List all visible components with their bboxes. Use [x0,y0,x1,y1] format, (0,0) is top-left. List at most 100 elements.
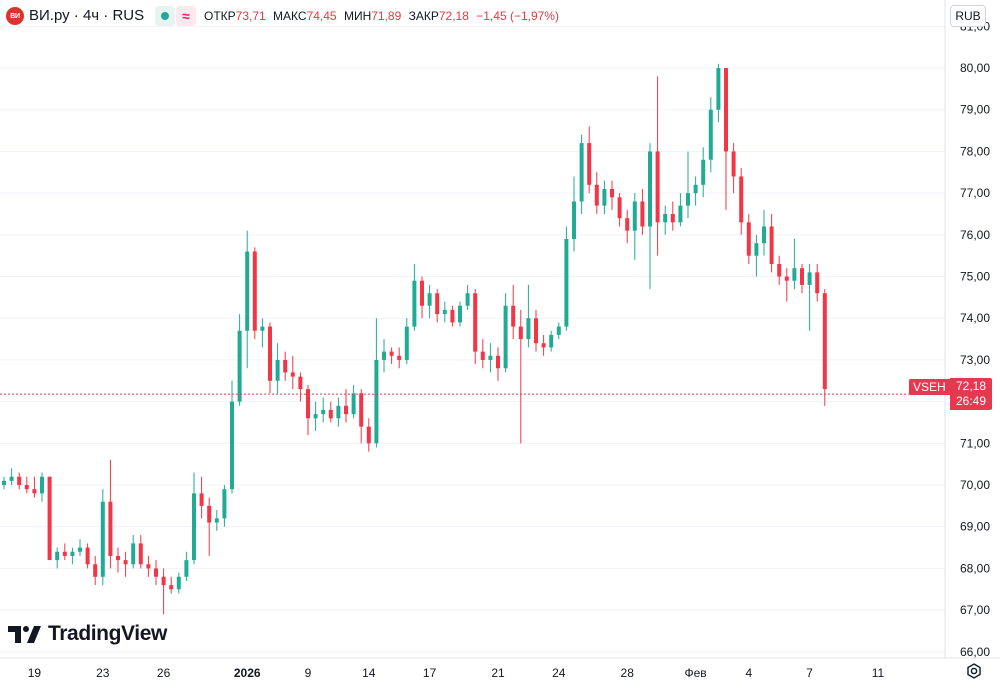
candle [260,318,265,348]
high-label: МАКС [273,9,307,23]
candle-body [222,489,227,519]
candle [290,355,295,390]
candle-body [116,555,120,561]
candle [724,68,728,210]
candle [807,264,812,331]
candle [78,539,82,556]
candle-body [283,359,288,373]
ticker-tag: VSEH [909,379,950,395]
candle [313,401,318,431]
candle-body [40,476,44,494]
candle [473,289,478,365]
chart-header: ВИ ВИ.ру · 4ч · RUS ≈ ОТКР73,71 МАКС74,4… [0,0,1000,34]
candle [359,389,364,444]
candle-body [336,405,341,419]
candle-body [207,505,212,523]
chart-settings-button[interactable] [963,660,985,682]
candle-body [518,326,523,340]
symbol-title[interactable]: ВИ.ру · 4ч · RUS [29,7,145,24]
candle-body [260,326,265,331]
candle [640,188,645,235]
candle [450,305,455,327]
candle-body [625,218,630,231]
candle-body [579,143,584,202]
candle [731,143,736,194]
candle [488,343,493,373]
candle [746,213,751,265]
candle-body [344,405,348,415]
candle-body [610,188,614,198]
candle-body [389,351,394,356]
candle-body [268,326,272,381]
candle-body [24,485,29,490]
time-tick-label: Фев [685,666,707,680]
time-tick-label: 7 [806,666,813,680]
candle [800,264,804,294]
candle [496,347,500,381]
candle [85,543,90,569]
candle-body [214,518,219,523]
candle [511,284,516,340]
time-tick-label: 17 [423,666,437,680]
candle [572,176,576,252]
candle-body [465,293,470,306]
candle [40,472,44,502]
candle-body [306,389,310,419]
candle [503,293,508,373]
candle [518,309,523,444]
candle-body [564,239,569,327]
candle [17,472,22,490]
candle [131,535,136,569]
candle-body [176,576,181,590]
indicator-toggle-button[interactable]: ≈ [176,6,196,26]
price-tick-label: 77,00 [960,186,990,200]
candle-body [252,251,257,331]
low-value: 71,89 [371,9,402,23]
candle [321,397,326,423]
time-axis[interactable]: 19 23 26 2026 9 14 17 21 24 28 Фев 4 7 11 [28,666,885,680]
candle [55,547,60,569]
candle-body [169,585,174,590]
candle [138,535,143,569]
candle-body [245,251,250,331]
tradingview-logo-text: TradingView [48,622,167,645]
candle-body [784,276,789,281]
candle-body [123,560,128,565]
candle-body [792,268,797,281]
candle-body [534,318,538,344]
candle-body [100,501,105,577]
candle-body [397,355,402,360]
candle-body [2,480,6,486]
price-tick-label: 66,00 [960,645,990,659]
price-tick-label: 74,00 [960,311,990,325]
candle [389,347,394,365]
candle-body [298,376,303,390]
candle-body [450,309,455,323]
price-axis[interactable]: 66,0067,0068,0069,0070,0071,0072,0073,00… [960,19,990,658]
candle [146,555,151,577]
candle-body [146,564,151,569]
candle [161,568,166,615]
candle [47,476,52,561]
candle-body [701,159,706,185]
candle [549,330,554,352]
candle [298,372,303,402]
market-status-button[interactable] [155,6,175,26]
time-tick-label: 21 [491,666,505,680]
candle-body [321,409,326,415]
tradingview-logo[interactable]: TradingView [8,622,167,646]
candle [245,230,250,369]
candle [306,384,310,435]
candle [404,318,409,365]
candle [625,209,630,244]
candle-body [549,334,554,348]
time-tick-label: 28 [621,666,635,680]
price-tick-label: 70,00 [960,478,990,492]
candle-body [32,489,37,494]
price-tick-label: 73,00 [960,353,990,367]
candle [336,397,341,427]
close-value: 72,18 [438,9,469,23]
candle-body [480,351,485,360]
currency-button[interactable]: RUB [950,5,986,27]
